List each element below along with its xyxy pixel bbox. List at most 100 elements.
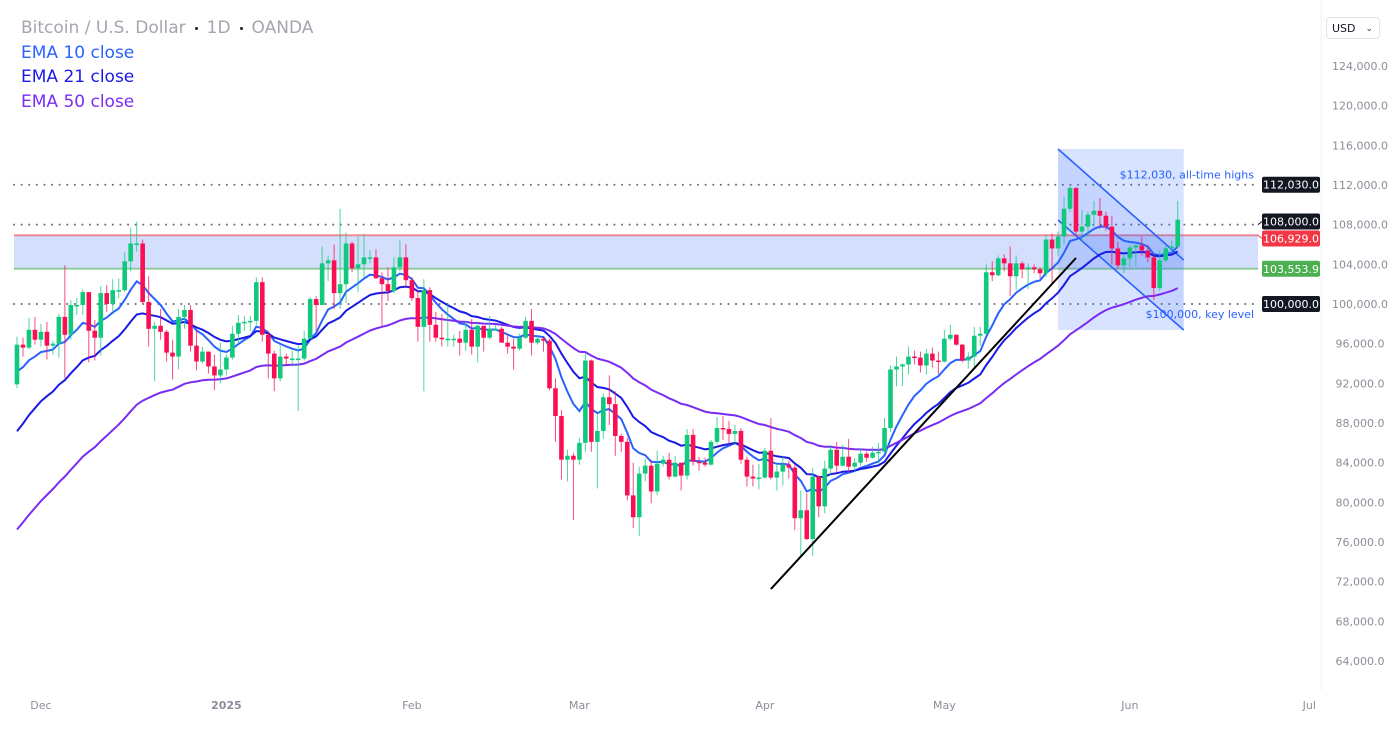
time-tick-label: Jun	[1120, 699, 1138, 712]
trendline[interactable]	[770, 257, 1077, 590]
candle-body	[547, 340, 552, 389]
candle-down	[1097, 197, 1103, 229]
candle-down	[834, 441, 839, 473]
candle-down	[1151, 254, 1157, 301]
candle-body	[517, 337, 522, 349]
indicator-ema-21[interactable]: EMA 21 close	[21, 67, 135, 87]
candle-body	[433, 324, 439, 338]
indicator-ema-50[interactable]: EMA 50 close	[21, 91, 135, 112]
candle-body	[636, 473, 642, 518]
candle-up	[906, 346, 911, 375]
candle-body	[409, 280, 415, 299]
chevron-down-icon: ⌄	[1365, 24, 1373, 34]
indicator-ema-10[interactable]: EMA 10 close	[21, 42, 135, 63]
candle-body	[601, 397, 606, 431]
candle-up	[1025, 263, 1031, 290]
candle-up	[977, 326, 983, 346]
candle-body	[1121, 258, 1127, 266]
candle-up	[14, 336, 20, 389]
candle-down	[158, 308, 163, 340]
candle-body	[98, 293, 104, 338]
candle-up	[601, 393, 606, 439]
candle-up	[852, 457, 857, 472]
time-tick-label: May	[933, 699, 956, 712]
candle-down	[457, 330, 463, 356]
candle-body	[295, 358, 301, 361]
candle-up	[289, 350, 295, 367]
candle-down	[529, 308, 534, 356]
candle-body	[541, 338, 546, 341]
candle-up	[708, 439, 714, 466]
candle-up	[1175, 200, 1181, 248]
candle-body	[1115, 248, 1121, 266]
candle-body	[325, 260, 331, 264]
currency-select[interactable]: USD ⌄	[1326, 17, 1380, 39]
candle-up	[870, 446, 875, 459]
candle-up	[445, 303, 451, 347]
candle-down	[1073, 186, 1079, 237]
candle-up	[876, 442, 881, 464]
candle-up	[451, 334, 457, 347]
candle-body	[792, 467, 798, 519]
candle-up	[684, 428, 690, 480]
candle-down	[188, 304, 193, 352]
candle-up	[900, 363, 905, 387]
candle-body	[828, 449, 833, 469]
time-axis[interactable]: Dec 2025 Feb Mar Apr May Jun Jul	[30, 699, 1316, 712]
candle-up	[361, 233, 367, 278]
candle-body	[607, 397, 612, 405]
candle-up	[1055, 231, 1061, 256]
candle-down	[481, 325, 486, 352]
price-axis[interactable]: 124,000.0 120,000.0 116,000.0 112,000.0 108,…	[1320, 0, 1388, 690]
candle-down	[62, 265, 68, 379]
price-tick-label: 124,000.0	[1332, 60, 1388, 73]
candle-down	[385, 267, 391, 302]
candle-up	[948, 324, 953, 341]
data-source: OANDA	[251, 18, 314, 38]
candle-up	[882, 418, 887, 452]
price-tick-label: 108,000.0	[1332, 219, 1388, 232]
candle-body	[200, 351, 205, 362]
candle-body	[678, 462, 684, 476]
candle-down	[433, 311, 439, 342]
candle-up	[307, 297, 313, 339]
candle-body	[684, 434, 690, 476]
candle-body	[1019, 263, 1025, 270]
candle-body	[559, 416, 564, 460]
candle-up	[475, 322, 480, 363]
candle-down	[648, 459, 654, 504]
candle-down	[271, 350, 277, 392]
horizontal-levels[interactable]: $112,030, all-time highs $100,000, key le…	[13, 169, 1259, 321]
candle-body	[1097, 210, 1103, 216]
candle-down	[20, 337, 26, 357]
candle-up	[230, 325, 235, 360]
candle-up	[714, 417, 720, 444]
candle-down	[930, 347, 935, 368]
price-tick-label: 76,000.0	[1336, 536, 1385, 549]
candle-body	[888, 369, 893, 428]
candle-body	[648, 465, 654, 492]
candle-body	[20, 344, 26, 348]
candle-down	[702, 457, 708, 467]
candle-down	[469, 318, 475, 355]
price-tick-label: 120,000.0	[1332, 100, 1388, 113]
candle-up	[535, 334, 540, 345]
candle-up	[1169, 240, 1175, 254]
interval[interactable]: 1D	[206, 18, 231, 38]
candle-body	[277, 356, 283, 379]
candle-up	[828, 444, 833, 475]
candle-down	[1103, 211, 1109, 231]
candle-body	[373, 257, 379, 279]
candle-body	[906, 356, 911, 365]
candle-up	[660, 455, 666, 467]
time-tick-label: Apr	[755, 699, 775, 712]
candle-up	[134, 221, 139, 252]
candle-down	[678, 462, 684, 491]
candle-body	[714, 427, 720, 442]
candle-body	[1151, 257, 1157, 289]
candle-down	[427, 287, 433, 342]
candle-up	[798, 490, 804, 557]
candle-body	[188, 309, 193, 346]
candle-body	[589, 360, 594, 442]
